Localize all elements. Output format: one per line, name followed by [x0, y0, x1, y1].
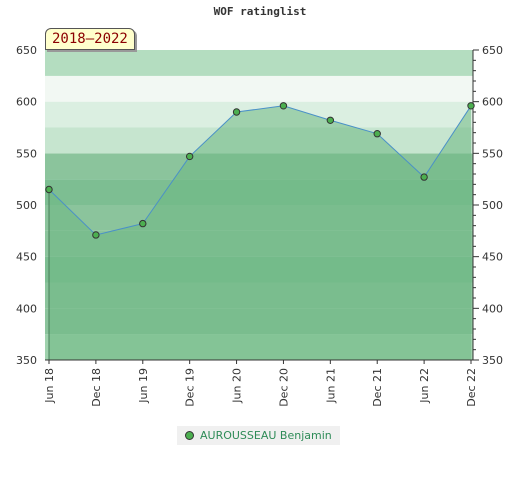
data-point	[326, 116, 335, 124]
y-tick-label: 400	[482, 302, 503, 315]
x-tick-label: Jun 18	[43, 368, 56, 404]
y-tick-label: 650	[482, 44, 503, 57]
background-band	[45, 50, 473, 76]
data-point	[139, 219, 147, 228]
data-point	[45, 185, 53, 194]
y-tick-label: 350	[482, 354, 503, 367]
x-tick-label: Dec 20	[277, 368, 290, 407]
x-tick-label: Jun 22	[418, 368, 431, 404]
data-point	[467, 102, 475, 110]
x-tick-label: Jun 21	[324, 368, 337, 404]
legend-label: AUROUSSEAU Benjamin	[200, 429, 332, 442]
legend-marker-icon	[185, 431, 194, 440]
legend[interactable]: AUROUSSEAU Benjamin	[177, 426, 340, 445]
x-axis-labels: Jun 18 Dec 18 Jun 19 Dec 19 Jun 20 Dec 20 Jun …	[43, 368, 478, 407]
y-tick-label: 600	[482, 96, 503, 109]
area-fill	[48, 105, 472, 360]
x-tick-label: Dec 19	[184, 368, 197, 407]
data-point	[373, 130, 381, 138]
data-point	[420, 173, 428, 181]
data-markers	[45, 102, 475, 239]
y-axis-right-labels: 350 400 450 500 550 600 650	[482, 44, 503, 367]
x-tick-label: Dec 22	[465, 368, 478, 407]
y-tick-label: 400	[16, 302, 37, 315]
x-tick-label: Dec 21	[371, 368, 384, 407]
x-tick-label: Jun 20	[231, 368, 244, 404]
data-point	[279, 102, 288, 110]
y-tick-label: 550	[482, 147, 503, 160]
chart-title: WOF ratinglist	[213, 5, 307, 18]
y-tick-label: 600	[16, 96, 37, 109]
axes	[45, 49, 479, 364]
series-line	[48, 105, 472, 236]
year-range-badge: 2018–2022	[45, 28, 135, 50]
y-tick-label: 350	[16, 354, 37, 367]
y-tick-label: 550	[16, 147, 37, 160]
data-point	[185, 152, 194, 161]
series-area	[49, 105, 471, 360]
data-point	[232, 108, 241, 116]
data-point	[92, 231, 100, 239]
y-tick-label: 450	[482, 251, 503, 264]
background-band	[45, 75, 473, 102]
x-tick-label: Jun 19	[137, 368, 150, 404]
y-axis-left-labels: 350 400 450 500 550 600 650	[16, 44, 37, 367]
y-tick-label: 500	[482, 199, 503, 212]
y-tick-label: 650	[16, 44, 37, 57]
x-tick-label: Dec 18	[90, 368, 103, 407]
y-tick-label: 450	[16, 251, 37, 264]
y-tick-label: 500	[16, 199, 37, 212]
